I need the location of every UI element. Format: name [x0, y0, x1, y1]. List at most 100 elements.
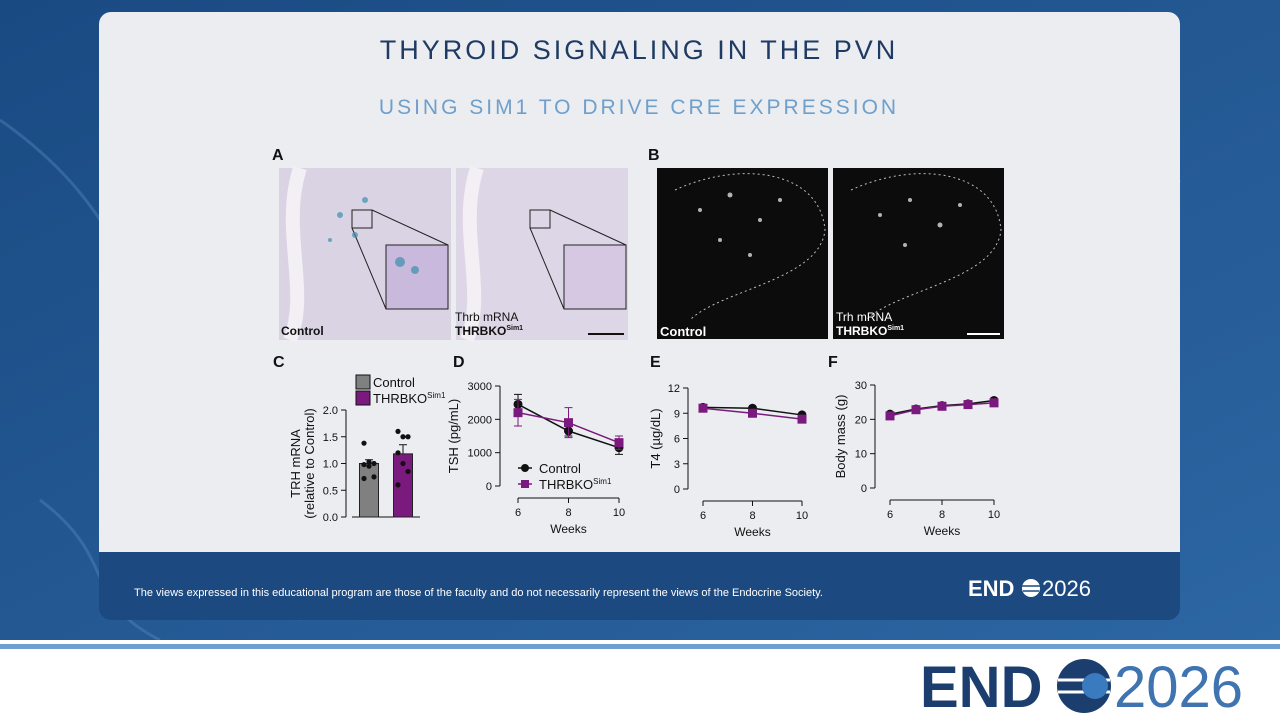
data-point	[395, 482, 401, 488]
y-tick-label: 0.0	[323, 512, 338, 524]
x-axis-label: Weeks	[924, 524, 960, 538]
legend-label: Control	[539, 461, 581, 476]
legend-name: THRBKO	[373, 391, 427, 406]
micrograph	[657, 168, 828, 339]
logo-right: 2026	[1114, 655, 1243, 720]
image-label: Trh mRNA	[836, 310, 892, 324]
x-tick-label: 6	[887, 509, 893, 521]
zoom-box	[351, 209, 373, 229]
y-axis-label: Body mass (g)	[833, 395, 848, 479]
inset-lines	[529, 209, 627, 310]
marker	[989, 398, 999, 408]
logo-left: END	[968, 576, 1014, 601]
y-tick-label: 0	[674, 484, 680, 496]
x-tick-label: 6	[515, 507, 521, 519]
data-point	[361, 461, 367, 468]
y-tick-label: 1.0	[323, 459, 338, 471]
label-main: THRBKO	[455, 324, 506, 338]
data-point	[405, 434, 411, 440]
x-tick-label: 10	[796, 510, 808, 522]
panel-letter: C	[273, 354, 285, 371]
y-tick-label: 3	[674, 459, 680, 471]
legend-name: Control	[539, 461, 581, 476]
data-point	[395, 428, 401, 434]
label-sup: Sim1	[506, 325, 523, 332]
x-tick-label: 8	[939, 509, 945, 521]
footer-logo: END 2026	[968, 576, 1091, 601]
legend-swatch	[355, 390, 371, 406]
marker	[513, 408, 523, 418]
slide-title: THYROID SIGNALING IN THE PVN	[380, 35, 899, 65]
legend-swatch	[521, 480, 529, 488]
slide-body	[99, 12, 1180, 552]
image-label: THRBKOSim1	[836, 324, 904, 338]
y-tick-label: 0	[861, 483, 867, 495]
logo-globe-lines	[1022, 585, 1040, 592]
legend-label: Control	[373, 375, 415, 390]
data-point	[366, 463, 372, 469]
y-tick-label: 0.5	[323, 485, 338, 497]
legend-sup: Sim1	[427, 391, 446, 400]
legend-label: THRBKOSim1	[539, 477, 612, 492]
legend-swatch	[355, 374, 371, 390]
error-bar	[399, 444, 407, 454]
marker	[963, 400, 973, 410]
x-tick-label: 8	[749, 510, 755, 522]
y-tick-label: 20	[855, 414, 867, 426]
bottom-logo: END 2026	[920, 655, 1243, 720]
panel-letter: E	[650, 354, 661, 371]
panel-letter: A	[272, 147, 284, 164]
y-tick-label: 6	[674, 434, 680, 446]
x-tick-label: 10	[988, 509, 1000, 521]
y-tick-label: 12	[668, 383, 680, 395]
marker	[748, 408, 757, 418]
legend-name: Control	[373, 375, 415, 390]
y-tick-label: 1.5	[323, 432, 338, 444]
cell-dots	[698, 192, 962, 257]
marker	[797, 414, 807, 424]
y-tick-label: 10	[855, 449, 867, 461]
bar	[359, 463, 379, 518]
stain-dots	[328, 197, 419, 274]
marker	[614, 438, 624, 448]
logo-globe-core	[1082, 673, 1108, 699]
y-axis-label: TSH (pg/mL)	[446, 399, 461, 473]
marker	[564, 418, 573, 428]
region-outline	[850, 173, 1002, 321]
data-point	[361, 440, 367, 446]
data-point	[361, 475, 367, 482]
data-point	[400, 434, 406, 440]
logo-globe	[1022, 579, 1040, 597]
legend-label: THRBKOSim1	[373, 391, 446, 406]
data-point	[405, 468, 411, 475]
marker	[937, 401, 947, 411]
legend-name: THRBKO	[539, 477, 593, 492]
y-tick-label: 9	[674, 408, 680, 420]
data-point	[395, 450, 401, 456]
x-axis-label: Weeks	[734, 525, 770, 539]
image-label: Thrb mRNA	[455, 310, 518, 324]
bottom-rule	[0, 644, 1280, 649]
x-tick-label: 8	[565, 507, 571, 519]
panel-letter: F	[828, 354, 838, 371]
charts: C 0.0 0.5 1.0 1.5 2.0 TRH mRNA (relative to Con…	[273, 354, 1000, 539]
data-point	[371, 474, 377, 480]
y-tick-label: 3000	[468, 381, 492, 393]
image-label: THRBKOSim1	[455, 324, 523, 338]
inset	[385, 244, 449, 310]
logo-left: END	[920, 655, 1042, 720]
inset	[563, 244, 627, 310]
marker	[911, 405, 921, 415]
y-tick-label: 2000	[468, 414, 492, 426]
x-tick-label: 10	[613, 507, 625, 519]
panel-letter: D	[453, 354, 465, 371]
marker	[885, 411, 895, 421]
legend-swatch	[521, 464, 529, 472]
y-tick-label: 30	[855, 380, 867, 392]
image-label: Control	[660, 324, 706, 339]
data-point	[371, 460, 377, 467]
tissue-edge	[283, 165, 307, 343]
data-point	[366, 459, 372, 465]
image-label: Control	[281, 324, 324, 338]
